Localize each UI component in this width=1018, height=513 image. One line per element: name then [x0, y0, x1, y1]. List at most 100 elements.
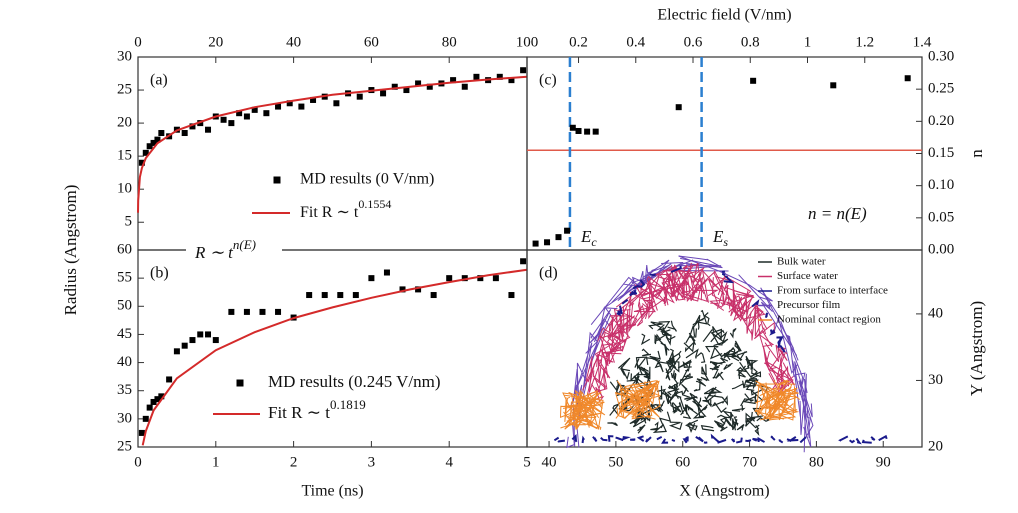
trajectory-decoration [657, 437, 662, 439]
x-tick-label: 3 [368, 454, 376, 470]
annotation-sub: c [591, 235, 597, 249]
x-tick-label: 100 [516, 34, 539, 50]
data-point [322, 292, 328, 298]
legend-label: Fit R ∼ t0.1819 [268, 397, 366, 422]
y-tick-label: 0.25 [928, 81, 954, 97]
trajectory-decoration [703, 330, 713, 341]
data-point [189, 337, 195, 343]
data-point [520, 258, 526, 264]
trajectory-decoration [601, 438, 608, 441]
x-tick-label: 1.2 [855, 34, 874, 50]
y-tick-label: 0.05 [928, 209, 954, 225]
trajectory-decoration [753, 439, 758, 441]
fit-curve [138, 77, 527, 213]
data-point [158, 130, 164, 136]
data-point [676, 104, 682, 110]
x-tick-label: 80 [442, 34, 457, 50]
panel-label: (b) [150, 265, 169, 282]
y-tick-label: 0.15 [928, 145, 954, 161]
panel-label: (a) [150, 72, 168, 89]
trajectory-decoration [879, 436, 887, 440]
trajectory-decoration [712, 436, 718, 441]
data-point [182, 343, 188, 349]
trajectory-decoration [731, 351, 742, 361]
trajectory-decoration [659, 322, 670, 330]
trajectory-decoration [609, 436, 613, 442]
trajectory-decoration [766, 313, 767, 318]
data-point [520, 67, 526, 73]
annotation-text: n = n(E) [808, 204, 867, 223]
x-tick-label: 70 [742, 454, 757, 470]
trajectory-decoration [650, 423, 658, 430]
y-tick-label: 15 [117, 148, 132, 164]
trajectory-decoration [713, 402, 726, 413]
trajectory-decoration [617, 311, 620, 315]
y-tick-label: 0.20 [928, 113, 954, 129]
trajectory-decoration [737, 425, 744, 431]
fit-curve [143, 270, 527, 446]
trajectory-decoration [745, 440, 751, 441]
legend-marker [274, 177, 281, 184]
annotation-text: E [712, 227, 724, 246]
trajectory-decoration [558, 441, 565, 442]
data-point [275, 309, 281, 315]
x-axis-label: X (Angstrom) [679, 483, 769, 500]
trajectory-decoration [674, 373, 678, 384]
y-tick-label: 50 [117, 298, 132, 314]
trajectory-decoration [732, 381, 744, 389]
trajectory-decoration [694, 382, 706, 391]
y-tick-label: 30 [117, 48, 132, 64]
data-point [830, 82, 836, 88]
trajectory-decoration [733, 418, 737, 430]
x-tick-label: 60 [364, 34, 379, 50]
trajectory-decoration [607, 423, 617, 426]
x-tick-label: 0.4 [626, 34, 645, 50]
legend-label: Bulk water [777, 256, 826, 268]
trajectory-decoration [732, 439, 734, 442]
data-point [298, 104, 304, 110]
trajectory-decoration [663, 439, 668, 443]
data-point [368, 275, 374, 281]
trajectory-decoration [771, 436, 775, 440]
y-tick-label: 40 [928, 305, 943, 321]
legend-label: MD results (0 V/nm) [300, 171, 434, 188]
legend-text: Fit R ∼ t [300, 204, 359, 221]
y-axis-label: Radius (Angstrom) [61, 185, 80, 316]
data-point [244, 309, 250, 315]
y-tick-label: 0.10 [928, 177, 954, 193]
y-axis-label: n [967, 149, 986, 158]
trajectory-decoration [779, 439, 782, 442]
trajectory-decoration [741, 394, 753, 406]
trajectory-decoration [655, 335, 665, 344]
annotation-sub: s [723, 235, 728, 249]
legend-label: Precursor film [777, 299, 841, 311]
data-point [570, 125, 576, 131]
data-point [353, 292, 359, 298]
y-tick-label: 25 [117, 438, 132, 454]
data-point [905, 75, 911, 81]
trajectory-decoration [638, 425, 645, 433]
trajectory-decoration [724, 363, 733, 369]
data-point [593, 129, 599, 135]
trajectory-decoration [639, 436, 644, 441]
data-point [584, 129, 590, 135]
legend-exponent: 0.1554 [358, 197, 391, 211]
data-point [544, 239, 550, 245]
panel-frame [138, 57, 527, 250]
annotation-text: R ∼ t [194, 243, 234, 262]
trajectory-decoration [702, 426, 714, 431]
trajectory-decoration [790, 437, 798, 441]
data-point [174, 348, 180, 354]
x-tick-label: 90 [876, 454, 891, 470]
trajectory-decoration [593, 437, 597, 442]
trajectory-decoration [667, 335, 675, 344]
x-tick-label: 0.2 [569, 34, 588, 50]
x-axis-label: Time (ns) [301, 483, 363, 500]
y-tick-label: 0.30 [928, 48, 954, 64]
trajectory-decoration [554, 438, 558, 441]
trajectory-decoration [696, 437, 703, 441]
legend-label: Nominal contact region [777, 314, 881, 326]
data-point [213, 337, 219, 343]
trajectory-decoration [622, 437, 627, 439]
